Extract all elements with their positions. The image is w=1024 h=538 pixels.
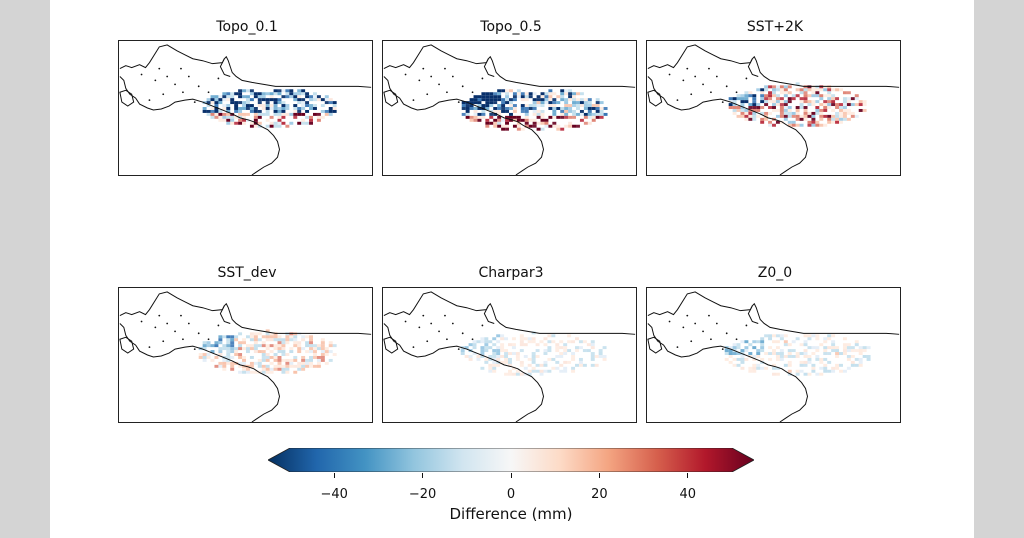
left-margin	[0, 0, 50, 538]
map-panel-z0-0	[646, 287, 901, 423]
panel-title-topo-0-5: Topo_0.5	[480, 19, 542, 35]
colorbar-tick-mark	[510, 473, 512, 478]
colorbar-tick-label: 20	[591, 487, 608, 502]
coastline	[647, 291, 900, 422]
panel-title-sst-dev: SST_dev	[217, 265, 277, 281]
map-panel-topo-0-1	[118, 40, 373, 176]
coastline	[383, 44, 636, 175]
difference-field	[728, 82, 867, 127]
map-panel-sst-2k	[646, 40, 901, 176]
difference-field	[460, 331, 607, 376]
map-panel-sst-dev	[118, 287, 373, 423]
difference-field	[202, 89, 337, 128]
colorbar-label: Difference (mm)	[449, 505, 573, 523]
panel-title-charpar3: Charpar3	[478, 265, 544, 281]
colorbar-tick-mark	[598, 473, 600, 478]
map-svg	[647, 44, 900, 175]
colorbar-tick-label: −40	[320, 487, 348, 502]
colorbar	[268, 448, 754, 472]
colorbar-tick-label: −20	[408, 487, 437, 502]
map-svg	[383, 44, 636, 175]
map-panel-charpar3	[382, 287, 637, 423]
colorbar-tick-label: 0	[506, 487, 516, 502]
difference-field	[461, 89, 608, 131]
map-svg	[383, 291, 636, 422]
coastline	[647, 44, 900, 175]
colorbar-tick-mark	[333, 473, 335, 478]
map-panel-topo-0-5	[382, 40, 637, 176]
map-svg	[119, 44, 372, 175]
colorbar-tick-mark	[687, 473, 689, 478]
panel-title-sst-2k: SST+2K	[746, 19, 804, 35]
coastline	[119, 44, 372, 175]
colorbar-tick-label: 40	[679, 487, 697, 502]
coastline	[383, 291, 636, 422]
map-svg	[647, 291, 900, 422]
panel-title-topo-0-1: Topo_0.1	[216, 19, 278, 35]
difference-field	[198, 329, 337, 374]
colorbar-tick-mark	[422, 473, 424, 478]
panel-title-z0-0: Z0_0	[757, 265, 793, 281]
map-svg	[119, 291, 372, 422]
coastline	[119, 291, 372, 422]
right-margin	[974, 0, 1024, 538]
